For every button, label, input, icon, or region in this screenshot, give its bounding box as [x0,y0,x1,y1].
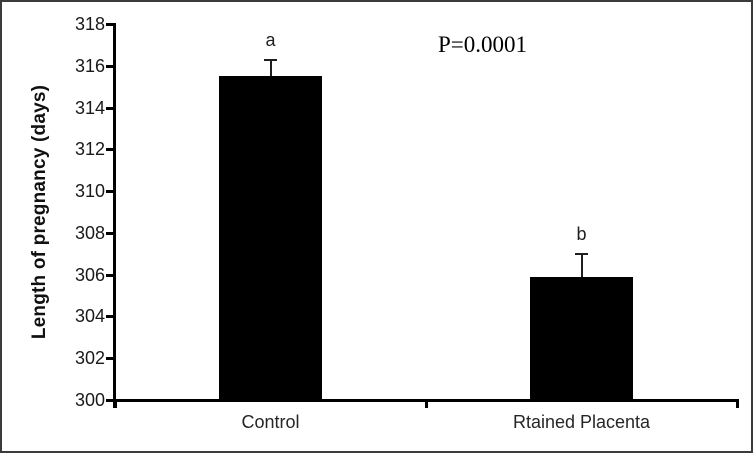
y-tick-label: 304 [74,306,105,327]
y-axis-title: Length of pregnancy (days) [29,84,50,340]
y-tick-mark [106,399,116,402]
x-tick-mark [735,399,739,408]
y-tick-mark [106,106,116,110]
x-category-label: Rtained Placenta [512,412,651,432]
x-tick-mark [113,399,117,408]
y-tick-mark [106,231,116,235]
y-tick-mark [106,148,116,152]
p-value-annotation: P=0.0001 [438,32,528,57]
x-axis-line [107,399,739,402]
y-tick-label: 314 [74,97,105,118]
y-tick-label: 306 [74,264,105,285]
error-bar-cap [264,58,277,61]
y-tick-mark [106,190,116,194]
significance-letter: a [265,29,276,50]
y-tick-label: 312 [74,139,105,160]
y-tick-mark [106,64,116,68]
y-tick-label: 318 [74,14,105,34]
x-tick-mark [424,399,428,408]
y-tick-label: 310 [74,181,105,202]
y-tick-label: 308 [74,222,105,243]
x-category-label: Control [241,412,300,432]
y-tick-mark [106,357,116,361]
y-axis-line [113,24,116,408]
bar-rtained-placenta [530,276,633,400]
significance-letter: b [576,223,587,244]
bar-control [219,76,322,400]
error-bar-cap [575,252,588,255]
error-bar-line [269,59,272,77]
y-tick-label: 316 [74,55,105,76]
y-tick-mark [106,23,116,26]
y-tick-mark [106,273,116,277]
y-tick-label: 300 [74,390,105,410]
y-tick-mark [106,315,116,319]
error-bar-line [580,253,583,277]
y-tick-label: 302 [74,348,105,369]
